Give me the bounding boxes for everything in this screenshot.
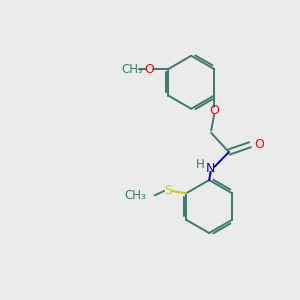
- Text: O: O: [209, 104, 219, 117]
- Text: O: O: [144, 62, 154, 76]
- Text: S: S: [164, 184, 172, 197]
- Text: N: N: [206, 162, 215, 175]
- Text: CH₃: CH₃: [121, 62, 143, 76]
- Text: CH₃: CH₃: [125, 189, 146, 202]
- Text: O: O: [254, 138, 264, 151]
- Text: H: H: [196, 158, 205, 171]
